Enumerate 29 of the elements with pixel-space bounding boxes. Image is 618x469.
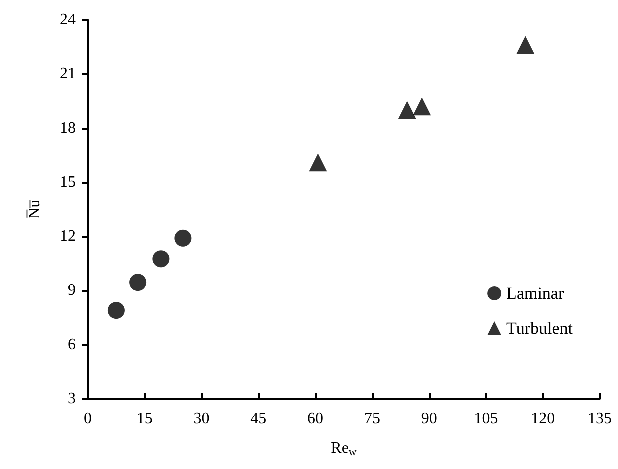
point: [152, 250, 170, 268]
point: [130, 274, 147, 292]
point: [174, 230, 192, 247]
y-tick-label: 12: [60, 228, 76, 246]
y-tick-label: 6: [68, 336, 76, 354]
x-tick-label: 135: [588, 410, 612, 428]
legend-label: Turbulent: [506, 319, 574, 338]
y-tick-label: 15: [60, 174, 76, 191]
y-tick-label: 24: [60, 12, 76, 28]
x-tick-label: 90: [421, 410, 438, 428]
point: [516, 36, 535, 54]
point: [413, 98, 432, 116]
x-tick-label: 15: [136, 410, 153, 428]
x-tick-label: 120: [531, 410, 556, 428]
x-tick-label: 75: [364, 410, 380, 428]
y-axis-title: N̅u̅: [26, 199, 44, 220]
y-tick-label: 21: [60, 66, 76, 83]
legend-label: Laminar: [506, 284, 564, 303]
x-tick-label: 0: [84, 410, 92, 428]
point: [108, 302, 125, 320]
x-tick-label: 60: [308, 410, 324, 428]
x-tick-label: 105: [474, 410, 498, 428]
y-tick-label: 18: [60, 120, 76, 137]
point: [398, 101, 416, 120]
x-tick-label: 45: [250, 410, 267, 428]
y-tick-label: 9: [68, 282, 76, 300]
x-tick-label: 30: [194, 410, 210, 428]
point: [309, 154, 328, 172]
y-tick-label: 3: [68, 390, 76, 408]
